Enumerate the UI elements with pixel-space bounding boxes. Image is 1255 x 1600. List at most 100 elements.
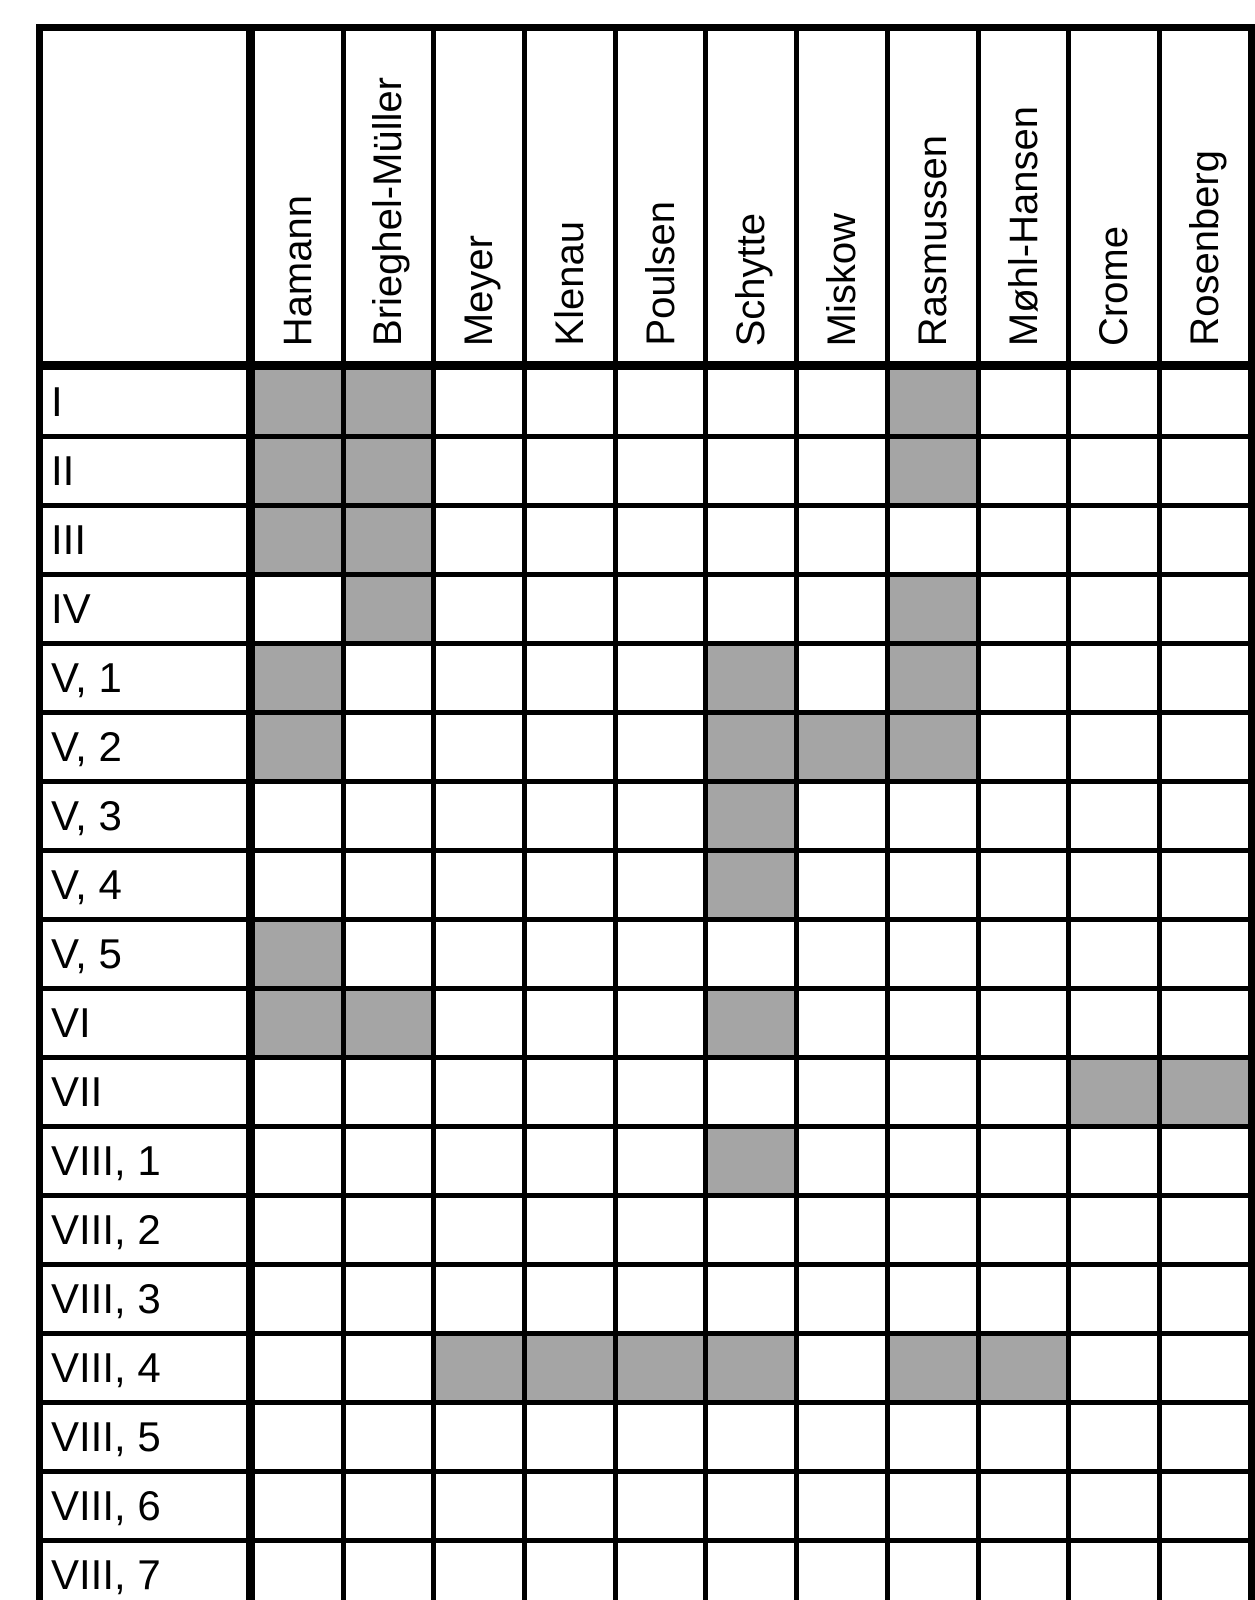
matrix-cell <box>975 710 1072 784</box>
matrix-cell <box>340 1055 437 1129</box>
matrix-cell <box>703 434 800 508</box>
table-row: VI <box>37 986 1254 1060</box>
matrix-cell <box>431 503 527 577</box>
matrix-cell <box>522 1400 618 1474</box>
column-header-label: Schytte <box>729 212 774 346</box>
matrix-cell <box>340 641 437 715</box>
row-label: VIII, 3 <box>37 1262 255 1336</box>
matrix-cell <box>340 848 437 922</box>
matrix-cell-filled <box>247 503 346 577</box>
matrix-cell <box>975 572 1072 646</box>
matrix-cell <box>612 917 709 991</box>
matrix-cell <box>1157 1331 1254 1405</box>
matrix-cell <box>975 434 1072 508</box>
matrix-cell <box>1157 1469 1254 1543</box>
matrix-cell <box>884 848 981 922</box>
column-header-label: Miskow <box>820 212 865 346</box>
matrix-cell <box>794 363 890 439</box>
matrix-cell <box>975 1538 1072 1600</box>
column-header: Poulsen <box>612 25 709 370</box>
column-header-label: Brieghel-Müller <box>366 77 411 346</box>
matrix-cell <box>522 363 618 439</box>
matrix-cell <box>1066 710 1163 784</box>
matrix-cell <box>340 1331 437 1405</box>
column-header-label: Rosenberg <box>1183 150 1228 346</box>
matrix-cell <box>794 1400 890 1474</box>
matrix-cell <box>431 986 527 1060</box>
table-row: V, 1 <box>37 641 1254 715</box>
matrix-cell <box>1066 1400 1163 1474</box>
column-header-label: Crome <box>1092 225 1137 346</box>
matrix-cell <box>612 710 709 784</box>
matrix-cell <box>794 1469 890 1543</box>
matrix-cell <box>247 848 346 922</box>
matrix-cell <box>975 1124 1072 1198</box>
row-label: VIII, 5 <box>37 1400 255 1474</box>
matrix-cell <box>431 1193 527 1267</box>
matrix-cell <box>522 503 618 577</box>
matrix-cell <box>703 917 800 991</box>
matrix-cell-filled <box>703 1331 800 1405</box>
matrix-cell <box>794 1124 890 1198</box>
matrix-cell <box>612 1055 709 1129</box>
matrix-cell <box>1066 1124 1163 1198</box>
matrix-cell <box>975 779 1072 853</box>
matrix-cell <box>884 1193 981 1267</box>
matrix-cell <box>794 1262 890 1336</box>
matrix-cell <box>703 1055 800 1129</box>
matrix-cell <box>340 1193 437 1267</box>
table-row: VIII, 5 <box>37 1400 1254 1474</box>
row-label: II <box>37 434 255 508</box>
matrix-cell <box>975 641 1072 715</box>
concordance-matrix: Hamann Brieghel-Müller Meyer Klenau Poulsen S… <box>36 24 1255 1600</box>
matrix-cell <box>431 1538 527 1600</box>
matrix-cell <box>340 779 437 853</box>
matrix-cell <box>703 1538 800 1600</box>
table-row: VIII, 1 <box>37 1124 1254 1198</box>
column-header-label: Klenau <box>547 221 592 346</box>
matrix-cell <box>884 1538 981 1600</box>
matrix-cell-filled <box>247 710 346 784</box>
matrix-cell <box>1066 779 1163 853</box>
matrix-cell <box>794 1331 890 1405</box>
row-label: VIII, 4 <box>37 1331 255 1405</box>
matrix-cell <box>1066 572 1163 646</box>
table-row: VIII, 7 <box>37 1538 1254 1600</box>
matrix-cell <box>794 1538 890 1600</box>
matrix-cell-filled <box>703 641 800 715</box>
column-header: Rosenberg <box>1157 25 1254 370</box>
row-label: V, 3 <box>37 779 255 853</box>
matrix-cell-filled <box>884 710 981 784</box>
matrix-cell <box>612 1469 709 1543</box>
matrix-cell <box>522 779 618 853</box>
matrix-cell <box>340 1469 437 1543</box>
matrix-cell <box>975 503 1072 577</box>
matrix-cell <box>340 1538 437 1600</box>
matrix-cell-filled <box>703 710 800 784</box>
table-row: V, 2 <box>37 710 1254 784</box>
matrix-cell <box>794 986 890 1060</box>
column-header: Schytte <box>703 25 800 370</box>
matrix-cell <box>522 917 618 991</box>
matrix-cell-filled <box>884 641 981 715</box>
matrix-cell <box>612 363 709 439</box>
matrix-cell-filled <box>612 1331 709 1405</box>
matrix-cell <box>703 1262 800 1336</box>
matrix-cell <box>884 503 981 577</box>
row-label: VIII, 2 <box>37 1193 255 1267</box>
matrix-cell <box>975 1262 1072 1336</box>
matrix-cell <box>431 848 527 922</box>
matrix-cell <box>612 1193 709 1267</box>
corner-cell <box>37 25 255 370</box>
matrix-cell <box>247 572 346 646</box>
matrix-cell <box>703 503 800 577</box>
matrix-cell <box>612 1262 709 1336</box>
row-label: V, 2 <box>37 710 255 784</box>
matrix-cell <box>1157 1124 1254 1198</box>
matrix-cell <box>1066 986 1163 1060</box>
matrix-cell <box>794 1193 890 1267</box>
matrix-cell <box>431 779 527 853</box>
matrix-cell <box>340 1262 437 1336</box>
matrix-cell <box>794 434 890 508</box>
matrix-cell <box>612 986 709 1060</box>
